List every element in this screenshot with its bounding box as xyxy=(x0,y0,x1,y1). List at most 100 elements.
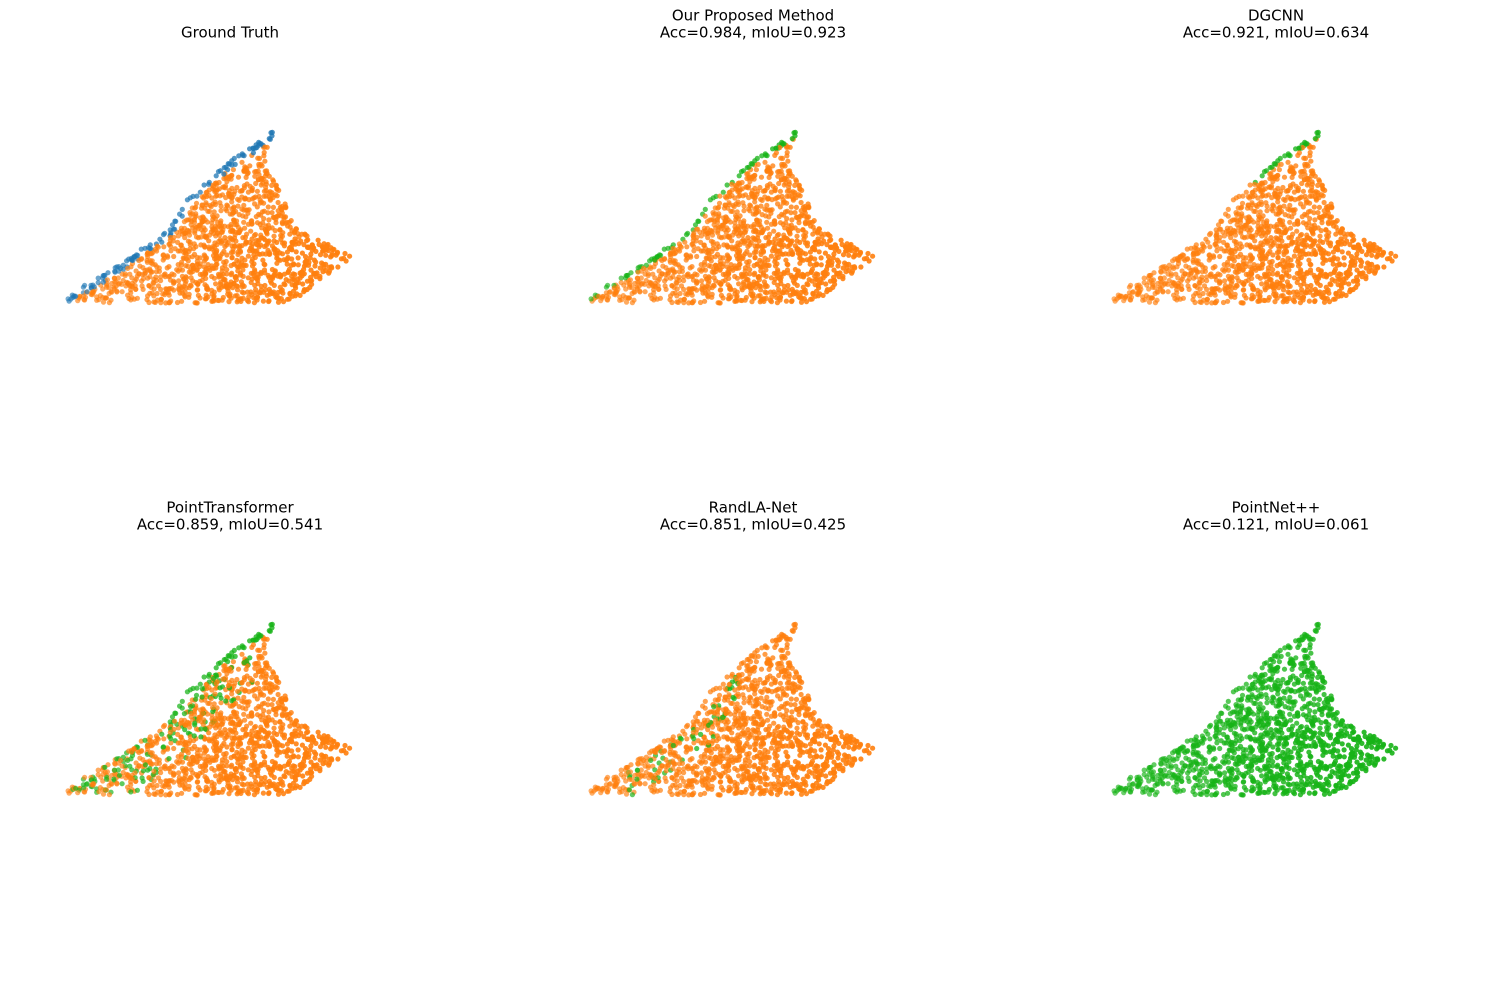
point xyxy=(251,232,257,239)
point xyxy=(733,298,739,304)
point xyxy=(781,212,787,218)
point xyxy=(195,281,201,287)
point xyxy=(1302,193,1308,199)
point xyxy=(319,260,325,266)
point xyxy=(1277,243,1284,249)
point xyxy=(765,225,771,231)
point xyxy=(768,189,775,195)
point xyxy=(269,192,275,198)
point xyxy=(1274,236,1281,242)
point xyxy=(213,173,219,179)
point xyxy=(289,239,295,245)
point xyxy=(204,219,210,225)
point xyxy=(111,275,117,281)
point xyxy=(1217,234,1223,240)
point xyxy=(1361,237,1367,243)
point xyxy=(297,292,303,298)
point xyxy=(177,266,183,272)
point xyxy=(205,294,211,300)
point xyxy=(181,711,187,717)
point xyxy=(1257,289,1263,295)
point xyxy=(257,743,263,749)
point xyxy=(781,182,787,188)
point xyxy=(737,247,743,254)
point xyxy=(726,256,732,262)
point xyxy=(245,210,251,216)
point xyxy=(613,290,619,296)
point xyxy=(808,296,814,302)
point xyxy=(1328,201,1334,207)
point xyxy=(213,255,219,261)
point xyxy=(1307,261,1313,267)
point xyxy=(1212,292,1218,298)
point xyxy=(788,247,794,253)
point xyxy=(1150,277,1156,283)
point xyxy=(228,755,234,761)
point xyxy=(1238,300,1244,306)
point xyxy=(1287,262,1293,268)
point xyxy=(254,144,260,151)
point xyxy=(810,290,816,296)
point xyxy=(619,297,625,303)
point xyxy=(185,258,191,264)
point xyxy=(846,261,852,267)
point xyxy=(721,234,727,240)
point xyxy=(1312,136,1318,142)
point xyxy=(1345,250,1351,256)
point xyxy=(1363,273,1369,279)
point xyxy=(1310,170,1316,177)
point xyxy=(662,283,668,289)
point xyxy=(1263,281,1270,287)
point xyxy=(751,236,758,242)
point xyxy=(804,271,811,277)
point xyxy=(254,188,260,194)
point xyxy=(188,767,194,773)
point xyxy=(1342,234,1348,240)
point xyxy=(210,298,216,304)
point xyxy=(728,262,734,268)
point xyxy=(1335,239,1341,245)
panel-title: Our Proposed Method xyxy=(672,7,834,25)
point xyxy=(106,300,112,306)
point xyxy=(620,293,626,299)
point xyxy=(677,248,683,254)
point xyxy=(227,703,233,709)
point xyxy=(836,248,842,254)
point xyxy=(720,263,726,270)
point xyxy=(1265,238,1271,245)
point xyxy=(273,182,279,188)
point xyxy=(225,240,231,246)
point xyxy=(229,270,235,276)
point xyxy=(214,753,220,759)
point xyxy=(756,208,762,214)
point xyxy=(1281,283,1287,289)
point xyxy=(187,195,193,201)
point xyxy=(1210,286,1216,292)
point xyxy=(245,702,251,708)
point xyxy=(764,185,771,191)
point xyxy=(151,286,157,292)
point xyxy=(746,206,752,212)
point xyxy=(239,284,245,290)
point xyxy=(119,289,125,295)
point xyxy=(251,744,257,750)
point xyxy=(764,262,770,268)
point xyxy=(241,711,247,717)
point xyxy=(269,182,275,188)
point xyxy=(826,262,832,268)
point xyxy=(171,234,177,240)
point xyxy=(225,732,231,738)
point xyxy=(176,278,182,284)
point xyxy=(1186,265,1192,271)
point xyxy=(795,250,801,256)
point xyxy=(65,296,71,302)
point xyxy=(1250,219,1256,225)
point xyxy=(100,299,107,305)
point xyxy=(1296,150,1302,156)
point xyxy=(261,261,267,267)
point xyxy=(209,273,215,280)
point xyxy=(722,202,728,208)
point xyxy=(156,760,162,767)
point xyxy=(1354,274,1360,280)
point xyxy=(1341,255,1347,261)
